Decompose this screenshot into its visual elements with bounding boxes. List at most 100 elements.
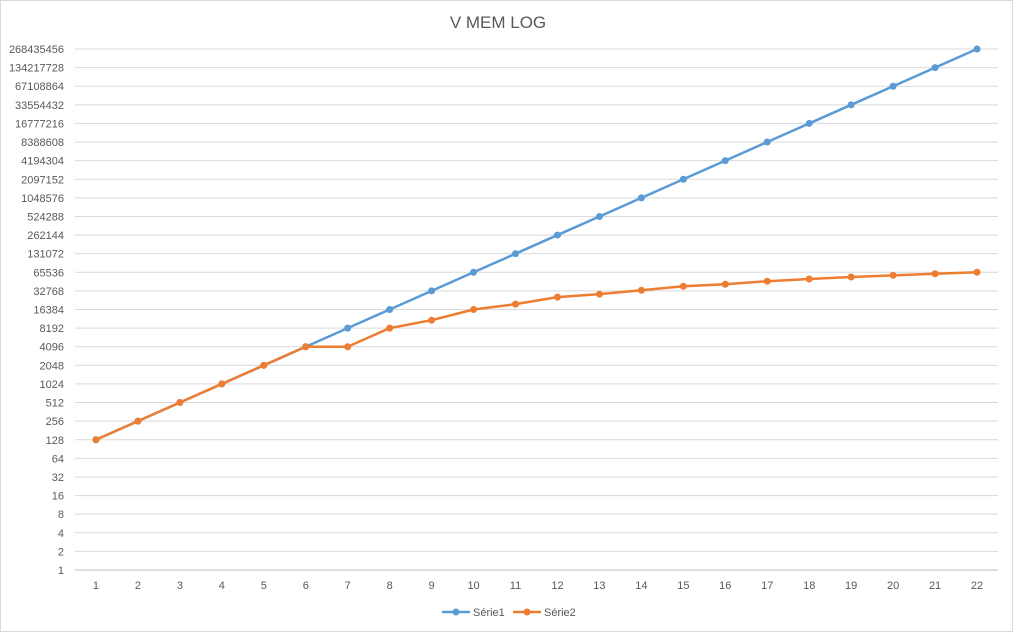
- data-point[interactable]: [553, 231, 561, 239]
- x-tick-label: 16: [719, 580, 731, 592]
- y-tick-label: 1: [58, 565, 64, 577]
- data-point[interactable]: [218, 380, 226, 388]
- y-tick-label: 512: [46, 398, 64, 410]
- x-axis-tick-labels: 1 2 3 4 5 6 7 8 9 10 11 12 13 14 15 16 17 18 19 20 21 22: [93, 580, 983, 592]
- y-tick-label: 16384: [33, 305, 64, 317]
- data-point[interactable]: [679, 282, 687, 290]
- x-tick-label: 4: [219, 580, 225, 592]
- data-point[interactable]: [595, 290, 603, 298]
- legend-item-serie2[interactable]: Série2: [513, 607, 576, 619]
- x-tick-label: 15: [677, 580, 689, 592]
- y-tick-label: 64: [52, 453, 64, 465]
- data-point[interactable]: [763, 138, 771, 146]
- y-tick-label: 16: [52, 491, 64, 503]
- data-point[interactable]: [973, 268, 981, 276]
- data-point[interactable]: [721, 280, 729, 288]
- data-point[interactable]: [931, 64, 939, 72]
- data-point[interactable]: [595, 212, 603, 220]
- y-tick-label: 4096: [40, 342, 64, 354]
- data-point[interactable]: [92, 436, 100, 444]
- data-point[interactable]: [763, 277, 771, 285]
- x-tick-label: 12: [551, 580, 563, 592]
- y-tick-label: 32768: [33, 286, 64, 298]
- legend-marker-serie1: [452, 608, 460, 616]
- data-point[interactable]: [679, 175, 687, 183]
- data-point[interactable]: [134, 417, 142, 425]
- data-point[interactable]: [428, 316, 436, 324]
- data-point[interactable]: [470, 306, 478, 313]
- data-point[interactable]: [847, 101, 855, 109]
- data-point[interactable]: [973, 45, 981, 53]
- x-tick-label: 21: [929, 580, 941, 592]
- y-tick-label: 16777216: [15, 118, 64, 130]
- y-tick-label: 524288: [27, 211, 64, 223]
- series-2: [92, 268, 981, 444]
- y-tick-label: 1048576: [21, 193, 64, 205]
- data-point[interactable]: [344, 324, 352, 332]
- y-tick-label: 65536: [33, 267, 64, 279]
- y-tick-label: 131072: [27, 249, 64, 261]
- data-point[interactable]: [805, 119, 813, 127]
- data-point[interactable]: [805, 275, 813, 283]
- data-point[interactable]: [302, 343, 310, 351]
- x-tick-label: 1: [93, 580, 99, 592]
- data-point[interactable]: [889, 82, 897, 90]
- y-tick-label: 2048: [40, 360, 64, 372]
- y-tick-label: 2097152: [21, 174, 64, 186]
- data-point[interactable]: [260, 361, 268, 369]
- data-point[interactable]: [553, 293, 561, 301]
- data-point[interactable]: [428, 287, 436, 295]
- data-point[interactable]: [386, 324, 394, 332]
- x-tick-label: 2: [135, 580, 141, 592]
- data-point[interactable]: [176, 399, 184, 407]
- data-point[interactable]: [386, 306, 394, 313]
- y-tick-label: 4194304: [21, 156, 64, 168]
- chart-title: V MEM LOG: [450, 13, 546, 32]
- series-line-2: [95, 271, 978, 441]
- data-point[interactable]: [512, 300, 520, 308]
- y-tick-label: 134217728: [9, 63, 64, 75]
- y-tick-label: 4: [58, 528, 64, 540]
- x-tick-label: 20: [887, 580, 899, 592]
- y-tick-label: 128: [46, 435, 64, 447]
- x-tick-label: 8: [387, 580, 393, 592]
- grid-lines: [75, 48, 998, 552]
- y-tick-label: 1024: [40, 379, 64, 391]
- y-tick-label: 8388608: [21, 137, 64, 149]
- legend-label-serie2: Série2: [544, 607, 576, 619]
- x-tick-label: 17: [761, 580, 773, 592]
- data-point[interactable]: [721, 157, 729, 165]
- x-tick-label: 14: [635, 580, 647, 592]
- y-tick-label: 256: [46, 416, 64, 428]
- data-point[interactable]: [344, 343, 352, 351]
- legend-marker-serie2: [523, 608, 531, 616]
- x-tick-label: 7: [345, 580, 351, 592]
- data-point[interactable]: [470, 268, 478, 276]
- x-tick-label: 6: [303, 580, 309, 592]
- y-tick-label: 8192: [40, 323, 64, 335]
- y-axis-tick-labels: 1 2 4 8 16 32 64 128 256 512 1024 2048 4096 8192 16384…: [9, 44, 64, 577]
- series-layer: [92, 45, 981, 444]
- legend-label-serie1: Série1: [473, 607, 505, 619]
- x-tick-label: 18: [803, 580, 815, 592]
- x-tick-label: 11: [510, 580, 521, 592]
- data-point[interactable]: [889, 271, 897, 279]
- data-point[interactable]: [512, 250, 520, 258]
- y-tick-label: 67108864: [15, 81, 64, 93]
- data-point[interactable]: [637, 286, 645, 294]
- data-point[interactable]: [931, 270, 939, 278]
- data-point[interactable]: [637, 194, 645, 202]
- x-tick-label: 10: [467, 580, 479, 592]
- y-tick-label: 268435456: [9, 44, 64, 56]
- y-tick-label: 32: [52, 472, 64, 484]
- y-tick-label: 262144: [27, 230, 64, 242]
- legend: Série1 Série2: [442, 607, 576, 619]
- y-tick-label: 2: [58, 546, 64, 558]
- data-point[interactable]: [847, 273, 855, 281]
- x-tick-label: 9: [429, 580, 435, 592]
- y-tick-label: 33554432: [15, 100, 64, 112]
- legend-item-serie1[interactable]: Série1: [442, 607, 505, 619]
